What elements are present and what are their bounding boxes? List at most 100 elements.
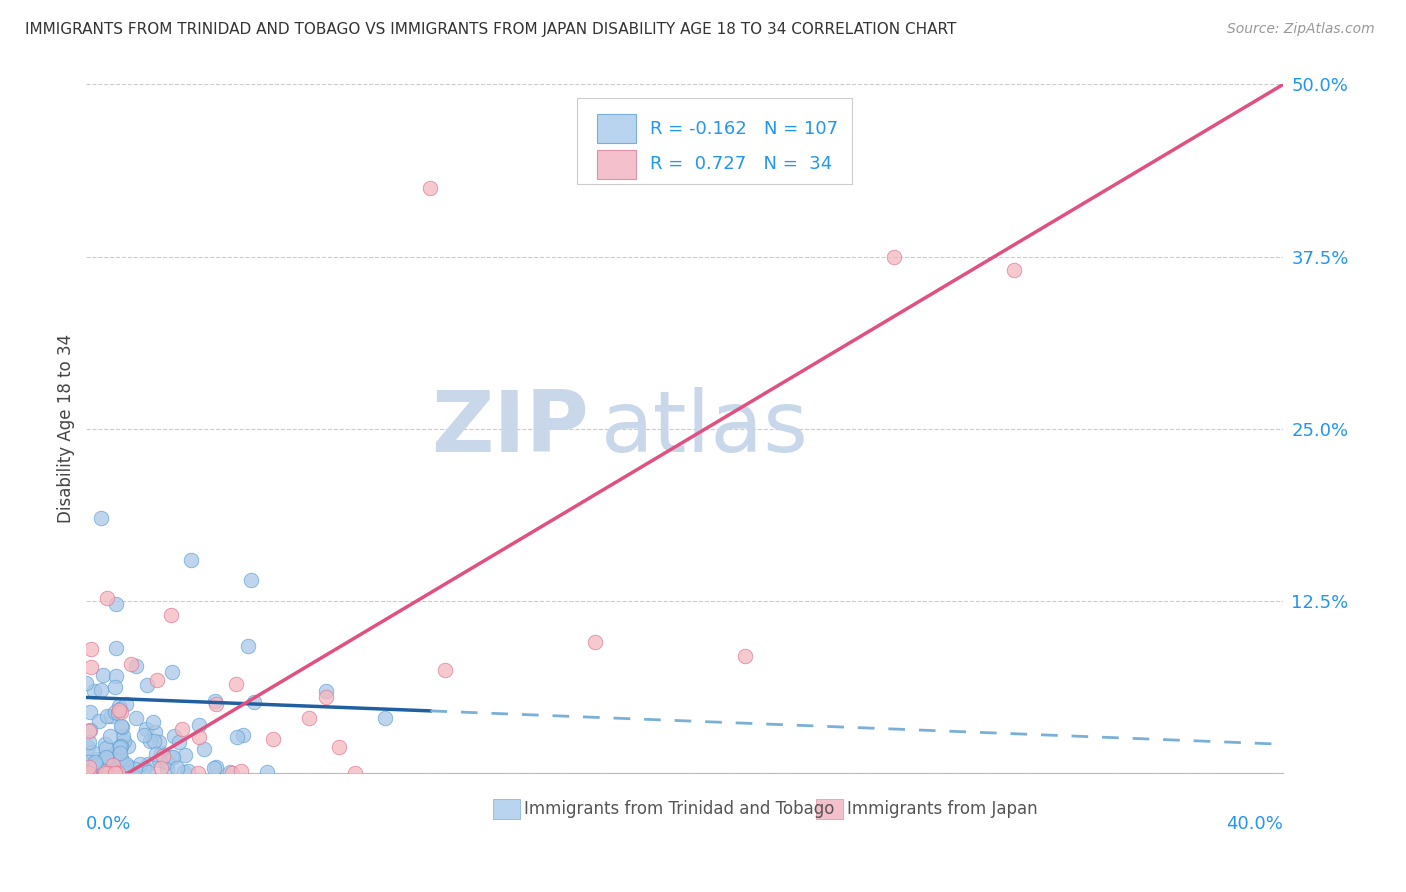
Point	[112, 734, 135, 748]
Point	[110, 702, 132, 716]
Point	[204, 760, 226, 774]
FancyBboxPatch shape	[494, 798, 520, 820]
Point	[100, 765, 122, 780]
Point	[236, 639, 259, 653]
Point	[148, 735, 170, 749]
Point	[202, 761, 225, 775]
Point	[110, 705, 132, 719]
Point	[98, 730, 121, 744]
Point	[96, 709, 118, 723]
Point	[77, 756, 100, 770]
Point	[125, 711, 148, 725]
Point	[136, 765, 159, 780]
Text: Immigrants from Trinidad and Tobago: Immigrants from Trinidad and Tobago	[524, 800, 835, 818]
Point	[152, 748, 174, 763]
Point	[84, 758, 107, 772]
Point	[262, 731, 284, 746]
FancyBboxPatch shape	[598, 150, 636, 178]
Point	[80, 660, 103, 674]
Point	[160, 665, 183, 680]
Y-axis label: Disability Age 18 to 34: Disability Age 18 to 34	[58, 334, 75, 524]
Point	[136, 757, 159, 772]
Point	[83, 683, 105, 698]
Point	[139, 733, 162, 747]
Point	[134, 728, 156, 742]
Point	[243, 695, 266, 709]
Point	[180, 552, 202, 566]
Point	[77, 735, 100, 749]
Point	[110, 719, 132, 733]
Point	[100, 760, 122, 774]
Text: ZIP: ZIP	[432, 387, 589, 470]
Text: R = -0.162   N = 107: R = -0.162 N = 107	[650, 120, 838, 137]
Point	[142, 715, 165, 730]
Point	[79, 757, 101, 772]
Point	[124, 762, 146, 776]
Point	[121, 657, 143, 671]
Point	[104, 747, 127, 761]
Point	[174, 747, 197, 762]
Point	[108, 746, 131, 760]
Point	[91, 668, 114, 682]
Point	[79, 766, 101, 780]
Point	[118, 760, 141, 774]
Point	[98, 764, 121, 778]
Point	[115, 758, 138, 772]
Point	[193, 742, 215, 756]
Point	[89, 714, 111, 728]
Point	[80, 642, 103, 657]
Point	[145, 673, 167, 687]
FancyBboxPatch shape	[576, 98, 852, 185]
Point	[108, 739, 131, 754]
Point	[187, 718, 209, 732]
Point	[76, 739, 98, 754]
Point	[108, 740, 131, 755]
Point	[160, 608, 183, 623]
Point	[124, 659, 146, 673]
Point	[734, 649, 756, 664]
Point	[143, 725, 166, 739]
Point	[93, 764, 115, 778]
Point	[135, 723, 157, 737]
Point	[315, 683, 337, 698]
Point	[149, 761, 172, 775]
Point	[79, 760, 101, 774]
Point	[79, 723, 101, 738]
Point	[107, 706, 129, 720]
Point	[80, 745, 103, 759]
Point	[344, 766, 367, 780]
Point	[153, 755, 176, 769]
Point	[110, 739, 132, 753]
Point	[108, 703, 131, 717]
Point	[163, 729, 186, 743]
Point	[256, 765, 278, 780]
Point	[583, 635, 606, 649]
Point	[107, 699, 129, 714]
Point	[97, 759, 120, 773]
Point	[104, 766, 127, 780]
Point	[162, 749, 184, 764]
Point	[86, 752, 108, 766]
Text: IMMIGRANTS FROM TRINIDAD AND TOBAGO VS IMMIGRANTS FROM JAPAN DISABILITY AGE 18 T: IMMIGRANTS FROM TRINIDAD AND TOBAGO VS I…	[25, 22, 956, 37]
Point	[111, 729, 134, 743]
Point	[110, 751, 132, 765]
Point	[94, 749, 117, 764]
Point	[883, 250, 905, 264]
Text: R =  0.727   N =  34: R = 0.727 N = 34	[650, 155, 832, 173]
FancyBboxPatch shape	[598, 114, 636, 143]
Point	[89, 755, 111, 769]
Point	[1002, 263, 1025, 277]
Point	[150, 746, 173, 760]
Point	[204, 694, 226, 708]
Point	[117, 739, 139, 754]
Point	[83, 759, 105, 773]
Point	[166, 761, 188, 775]
Point	[104, 669, 127, 683]
Point	[145, 747, 167, 761]
Point	[315, 690, 337, 705]
Point	[79, 706, 101, 720]
Point	[148, 753, 170, 767]
Point	[239, 574, 262, 588]
Point	[112, 762, 135, 776]
Point	[96, 755, 118, 769]
